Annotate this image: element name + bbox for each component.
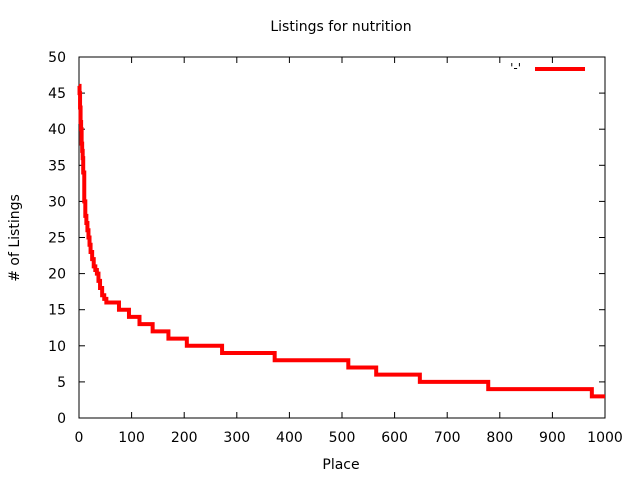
y-tick-label: 0 [57, 411, 66, 427]
x-tick-label: 0 [75, 430, 84, 446]
series-group [77, 83, 605, 399]
y-tick-label: 50 [48, 50, 66, 66]
y-tick-label: 15 [48, 303, 66, 319]
x-tick-label: 900 [539, 430, 566, 446]
y-tick-label: 25 [48, 231, 66, 247]
x-tick-label: 500 [329, 430, 356, 446]
y-tick-label: 5 [57, 375, 66, 391]
y-tick-label: 10 [48, 339, 66, 355]
y-tick-label: 40 [48, 122, 66, 138]
x-tick-label: 400 [276, 430, 303, 446]
x-tick-label: 300 [223, 430, 250, 446]
x-tick-label: 200 [171, 430, 198, 446]
chart-title: Listings for nutrition [270, 19, 411, 35]
axis-ticks: 0 100 200 300 400 500 600 700 800 900 1000 0 5 10 15 20… [48, 50, 623, 446]
legend: '-' [510, 61, 585, 75]
legend-label: '-' [510, 61, 521, 75]
x-tick-label: 1000 [587, 430, 623, 446]
x-tick-label: 800 [486, 430, 513, 446]
x-axis-title: Place [322, 457, 359, 473]
y-tick-label: 35 [48, 158, 66, 174]
y-tick-label: 30 [48, 194, 66, 210]
x-tick-label: 700 [434, 430, 461, 446]
series-line [77, 83, 605, 399]
x-tick-label: 100 [118, 430, 145, 446]
x-tick-label: 600 [381, 430, 408, 446]
y-axis-title: # of Listings [7, 194, 23, 282]
y-tick-label: 20 [48, 267, 66, 283]
y-tick-label: 45 [48, 86, 66, 102]
